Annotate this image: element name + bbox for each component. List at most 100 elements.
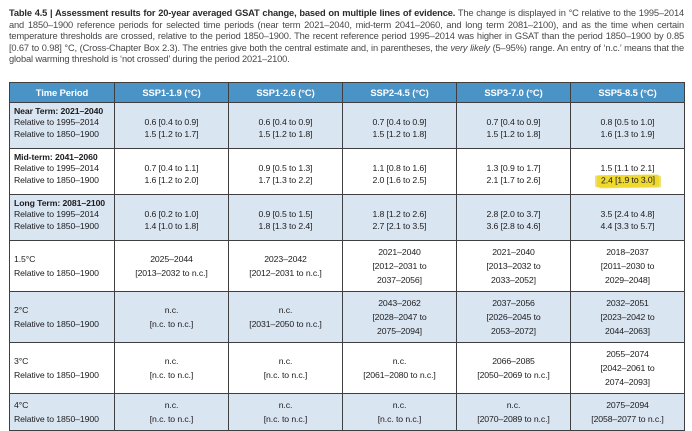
- value-cell: 0.7 [0.4 to 0.9] 1.5 [1.2 to 1.8]: [456, 101, 571, 149]
- value: n.c.: [278, 399, 293, 410]
- caption-italic-term: very likely: [450, 42, 490, 53]
- value: 4.4 [3.3 to 5.7]: [600, 220, 655, 231]
- value: 2055–2074: [606, 348, 649, 359]
- time-period-cell: Near Term: 2021–2040 Relative to 1995–201…: [9, 101, 115, 149]
- value: [2070–2089 to n.c.]: [477, 413, 550, 424]
- value-cell: n.c. [n.c. to n.c.]: [228, 392, 343, 431]
- value-cell: n.c. [2070–2089 to n.c.]: [456, 392, 571, 431]
- spacer: [231, 198, 340, 210]
- value: n.c.: [278, 304, 293, 315]
- value: n.c.: [164, 304, 179, 315]
- table-row-group: Mid-term: 2041–2060 Relative to 1995–2014…: [9, 147, 685, 195]
- value: 2044–2063]: [605, 325, 650, 336]
- value-cell: 0.6 [0.2 to 1.0] 1.4 [1.0 to 1.8]: [114, 193, 229, 241]
- value: 0.9 [0.5 to 1.3]: [258, 163, 313, 173]
- spacer: [345, 152, 454, 164]
- value-cell: 1.1 [0.8 to 1.6] 2.0 [1.6 to 2.5]: [342, 147, 457, 195]
- row-label: 4°C: [14, 399, 29, 410]
- value: [2013–2032 to: [486, 260, 541, 271]
- spacer: [573, 106, 682, 118]
- period-title: Long Term: 2081–2100: [14, 197, 106, 208]
- value: 2032–2051: [606, 297, 649, 308]
- value-cell: 2021–2040 [2013–2032 to 2033–2052]: [456, 239, 571, 292]
- value: 1.6 [1.3 to 1.9]: [600, 128, 655, 139]
- table-caption: Table 4.5 | Assessment results for 20-ye…: [9, 8, 684, 66]
- value-cell: 2021–2040 [2012–2031 to 2037–2056]: [342, 239, 457, 292]
- value: 2043–2062: [378, 297, 421, 308]
- row-label: Relative to 1995–2014: [14, 117, 99, 127]
- period-title: Mid-term: 2041–2060: [14, 151, 98, 162]
- caption-title: Table 4.5 | Assessment results for 20-ye…: [9, 8, 456, 18]
- value: [n.c. to n.c.]: [149, 369, 194, 380]
- row-label: Relative to 1850–1900: [14, 220, 99, 231]
- table-header-row: Time Period SSP1-1.9 (°C) SSP1-2.6 (°C) SSP…: [9, 81, 685, 103]
- value-cell: 1.8 [1.2 to 2.6] 2.7 [2.1 to 3.5]: [342, 193, 457, 241]
- value: 2074–2093]: [605, 376, 650, 387]
- value: 2.0 [1.6 to 2.5]: [372, 174, 427, 185]
- time-period-cell: 3°C Relative to 1850–1900: [9, 341, 115, 394]
- time-period-cell: 2°C Relative to 1850–1900: [9, 290, 115, 343]
- col-header-scenario: SSP1-1.9 (°C): [114, 81, 229, 103]
- value-cell: 2066–2085 [2050–2069 to n.c.]: [456, 341, 571, 394]
- value: 2021–2040: [378, 246, 421, 257]
- row-label: Relative to 1850–1900: [14, 318, 99, 329]
- value: 3.5 [2.4 to 4.8]: [600, 209, 655, 219]
- value: [n.c. to n.c.]: [263, 369, 308, 380]
- value: 0.6 [0.2 to 1.0]: [144, 209, 199, 219]
- value: 1.8 [1.3 to 2.4]: [258, 220, 313, 231]
- table-row-group: Long Term: 2081–2100 Relative to 1995–201…: [9, 193, 685, 241]
- spacer: [117, 198, 226, 210]
- row-label: 2°C: [14, 304, 29, 315]
- value: 1.5 [1.2 to 1.8]: [486, 128, 541, 139]
- col-header-scenario: SSP3-7.0 (°C): [456, 81, 571, 103]
- spacer: [345, 106, 454, 118]
- col-header-scenario: SSP2-4.5 (°C): [342, 81, 457, 103]
- row-label: Relative to 1850–1900: [14, 174, 99, 185]
- value: 2021–2040: [492, 246, 535, 257]
- spacer: [231, 152, 340, 164]
- value: 2037–2056: [492, 297, 535, 308]
- row-label: Relative to 1850–1900: [14, 128, 99, 139]
- value: 1.5 [1.2 to 1.8]: [372, 128, 427, 139]
- row-label: Relative to 1850–1900: [14, 267, 99, 278]
- value: 0.7 [0.4 to 1.1]: [144, 163, 199, 173]
- value: 0.9 [0.5 to 1.5]: [258, 209, 313, 219]
- value-cell: 2023–2042 [2012–2031 to n.c.]: [228, 239, 343, 292]
- value: [2012–2031 to n.c.]: [249, 267, 322, 278]
- value-cell: 1.5 [1.1 to 2.1] 2.4 [1.9 to 3.0]: [570, 147, 685, 195]
- highlight-marker: 2.4 [1.9 to 3.0]: [596, 174, 659, 187]
- value: 3.6 [2.8 to 4.6]: [486, 220, 541, 231]
- value: 2.4 [1.9 to 3.0]: [573, 174, 682, 187]
- value: 2075–2094]: [377, 325, 422, 336]
- value-cell: 2037–2056 [2026–2045 to 2053–2072]: [456, 290, 571, 343]
- caption-body: The change is displayed in °C relative t…: [9, 8, 684, 53]
- value-cell: 0.8 [0.5 to 1.0] 1.6 [1.3 to 1.9]: [570, 101, 685, 149]
- value-cell: n.c. [n.c. to n.c.]: [114, 392, 229, 431]
- value: 0.7 [0.4 to 0.9]: [486, 117, 541, 127]
- value: [n.c. to n.c.]: [149, 318, 194, 329]
- value: 1.5 [1.2 to 1.8]: [258, 128, 313, 139]
- col-header-scenario: SSP5-8.5 (°C): [570, 81, 685, 103]
- value-cell: 0.6 [0.4 to 0.9] 1.5 [1.2 to 1.7]: [114, 101, 229, 149]
- value-cell: n.c. [n.c. to n.c.]: [342, 392, 457, 431]
- value: 0.8 [0.5 to 1.0]: [600, 117, 655, 127]
- caption-body-end: (5–95%) range. An entry of ‘n.c.’ means …: [9, 42, 684, 65]
- col-header-scenario: SSP1-2.6 (°C): [228, 81, 343, 103]
- value-cell: n.c. [n.c. to n.c.]: [228, 341, 343, 394]
- value: [n.c. to n.c.]: [377, 413, 422, 424]
- value: 2.8 [2.0 to 3.7]: [486, 209, 541, 219]
- value: [2028–2047 to: [372, 311, 427, 322]
- spacer: [117, 106, 226, 118]
- value: 2037–2056]: [377, 274, 422, 285]
- value: 2053–2072]: [491, 325, 536, 336]
- table-row-group: 1.5°C Relative to 1850–1900 2025–2044 [2013…: [9, 239, 685, 292]
- row-label: 3°C: [14, 355, 29, 366]
- value: [2061–2080 to n.c.]: [363, 369, 436, 380]
- value: 1.4 [1.0 to 1.8]: [144, 220, 199, 231]
- value-cell: n.c. [n.c. to n.c.]: [114, 290, 229, 343]
- value-cell: 0.7 [0.4 to 0.9] 1.5 [1.2 to 1.8]: [342, 101, 457, 149]
- value-cell: 0.6 [0.4 to 0.9] 1.5 [1.2 to 1.8]: [228, 101, 343, 149]
- value: 0.7 [0.4 to 0.9]: [372, 117, 427, 127]
- value: 2029–2048]: [605, 274, 650, 285]
- value: 1.3 [0.9 to 1.7]: [486, 163, 541, 173]
